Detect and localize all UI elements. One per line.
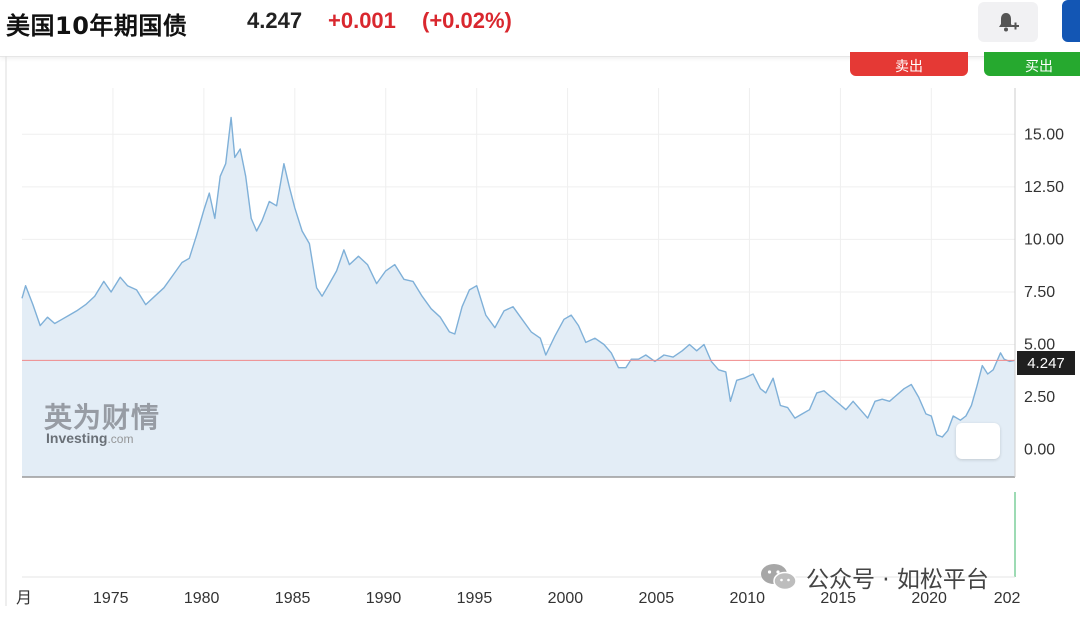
- y-tick-label: 5.00: [1024, 337, 1055, 354]
- chart-area[interactable]: 15.00 12.50 10.00 7.50 5.00 2.50 0.00 月 1975 1980…: [0, 56, 1080, 621]
- price-change: +0.001: [328, 8, 396, 33]
- sell-label: 卖出: [895, 59, 923, 75]
- x-tick-label: 1975: [93, 590, 129, 607]
- sell-button[interactable]: 卖出: [850, 52, 968, 76]
- buy-label: 买出: [1025, 59, 1053, 75]
- x-tick-label: 1985: [275, 590, 311, 607]
- add-alert-button[interactable]: [978, 2, 1038, 42]
- x-tick-label: 202: [994, 590, 1021, 607]
- price-change-percent: (+0.02%): [422, 8, 512, 33]
- yield-line: [21, 116, 1016, 438]
- x-tick-label: 2000: [548, 590, 584, 607]
- y-tick-label: 7.50: [1024, 284, 1055, 301]
- x-tick-label: 2015: [820, 590, 856, 607]
- x-tick-label: 2020: [911, 590, 947, 607]
- price-chart[interactable]: 15.00 12.50 10.00 7.50 5.00 2.50 0.00 月 1975 1980…: [0, 56, 1080, 621]
- current-price-tag: 4.247: [1017, 351, 1075, 375]
- chart-control-box[interactable]: [956, 423, 1000, 459]
- x-tick-label: 1990: [366, 590, 402, 607]
- y-tick-label: 15.00: [1024, 126, 1064, 143]
- instrument-title: 美国10年期国债: [6, 12, 188, 40]
- investing-logo-suffix: .com: [107, 432, 134, 446]
- x-tick-label: 2005: [639, 590, 675, 607]
- investing-logo-en: Investing.com: [46, 430, 133, 446]
- wechat-icon: [761, 564, 797, 591]
- wechat-text: 公众号 · 如松平台: [806, 567, 989, 593]
- x-tick-label: 1980: [184, 590, 220, 607]
- investing-logo-cn: 英为财情: [44, 401, 161, 434]
- investing-logo-text: Investing: [46, 430, 108, 446]
- y-tick-label: 0.00: [1024, 442, 1055, 459]
- wechat-watermark: 公众号 · 如松平台: [760, 560, 989, 594]
- x-tick-label: 2010: [729, 590, 765, 607]
- y-tick-label: 2.50: [1024, 389, 1055, 406]
- buy-button[interactable]: 买出: [984, 52, 1080, 76]
- x-tick-label: 1995: [457, 590, 493, 607]
- last-price: 4.247: [247, 8, 303, 33]
- yield-area: [22, 117, 1015, 478]
- y-tick-label: 12.50: [1024, 179, 1064, 196]
- menu-button[interactable]: [1062, 0, 1080, 42]
- y-tick-label: 10.00: [1024, 231, 1064, 248]
- quote-header: 美国10年期国债 4.247 +0.001 (+0.02%): [0, 0, 1080, 57]
- bell-plus-icon: [999, 13, 1019, 32]
- x-tick-label: 月: [16, 590, 32, 607]
